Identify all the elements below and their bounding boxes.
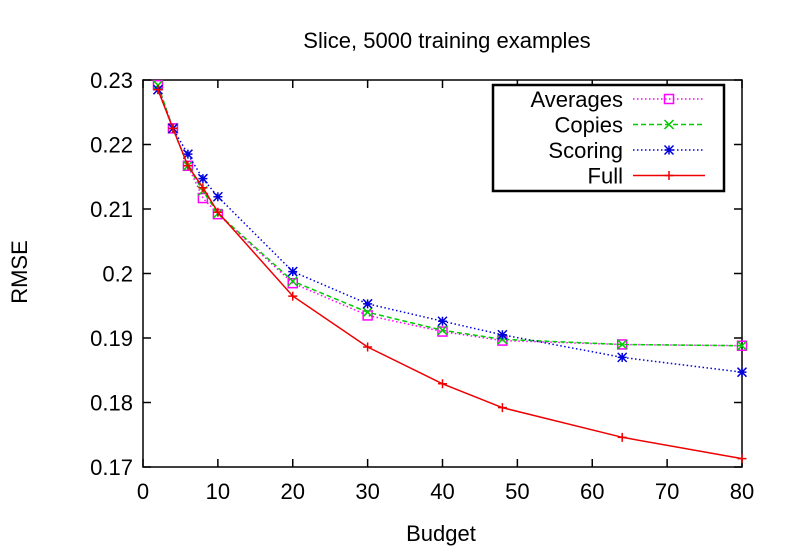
data-point-scoring: [437, 316, 448, 327]
y-axis-title: RMSE: [7, 240, 32, 304]
x-tick-label: 20: [281, 479, 305, 504]
data-point-full: [183, 161, 193, 171]
data-point-full: [198, 183, 208, 193]
data-point-scoring: [287, 266, 298, 277]
data-point-copies: [736, 340, 748, 351]
data-point-scoring: [362, 298, 373, 309]
legend-marker-averages: [663, 93, 675, 105]
legend-marker-full: [664, 171, 674, 180]
x-tick-label: 60: [580, 479, 604, 504]
data-point-copies: [152, 80, 164, 91]
legend-label-scoring: Scoring: [548, 138, 623, 163]
data-point-full: [153, 85, 163, 95]
y-tick-label: 0.22: [90, 133, 133, 158]
data-point-full: [497, 403, 507, 413]
data-point-full: [288, 291, 298, 301]
x-tick-label: 50: [505, 479, 529, 504]
data-point-full: [737, 454, 747, 464]
data-point-full: [438, 379, 447, 389]
data-point-averages: [437, 326, 448, 337]
series-full: [153, 85, 747, 464]
y-tick-label: 0.17: [90, 455, 133, 480]
data-point-copies: [497, 334, 508, 345]
x-tick-label: 30: [355, 479, 379, 504]
chart-title: Slice, 5000 training examples: [303, 28, 590, 53]
x-tick-label: 10: [206, 479, 230, 504]
data-point-scoring: [497, 329, 508, 340]
data-point-scoring: [212, 191, 223, 202]
data-point-copies: [287, 276, 298, 287]
x-axis-title: Budget: [406, 521, 476, 546]
data-point-copies: [617, 339, 628, 350]
y-tick-label: 0.18: [90, 391, 133, 416]
y-tick-label: 0.2: [102, 262, 133, 287]
x-tick-label: 40: [430, 479, 454, 504]
data-point-scoring: [617, 352, 628, 363]
data-point-full: [168, 123, 178, 133]
y-tick-label: 0.21: [90, 197, 133, 222]
series-layer: [152, 79, 748, 464]
legend-label-full: Full: [588, 164, 623, 189]
legend-marker-copies: [663, 119, 675, 130]
data-point-averages: [362, 310, 373, 321]
data-point-scoring: [736, 367, 748, 378]
x-tick-label: 0: [137, 479, 149, 504]
y-tick-label: 0.19: [90, 326, 133, 351]
legend-label-copies: Copies: [555, 113, 623, 138]
x-tick-label: 80: [730, 479, 754, 504]
data-point-full: [213, 207, 223, 217]
data-point-full: [363, 342, 373, 352]
axes-group: 0 10 20 30 40 50 60 70 80 0.17 0.18 0.19 0.2 0.21 0.22…: [90, 68, 754, 504]
y-tick-label: 0.23: [90, 68, 133, 93]
data-point-copies: [362, 307, 373, 318]
x-tick-label: 70: [655, 479, 679, 504]
data-point-copies: [437, 325, 448, 336]
legend-marker-scoring: [663, 144, 675, 156]
data-point-full: [617, 432, 627, 442]
legend-box: [491, 83, 726, 193]
legend-label-averages: Averages: [530, 87, 623, 112]
data-point-scoring: [197, 173, 208, 184]
data-point-scoring: [182, 149, 193, 160]
